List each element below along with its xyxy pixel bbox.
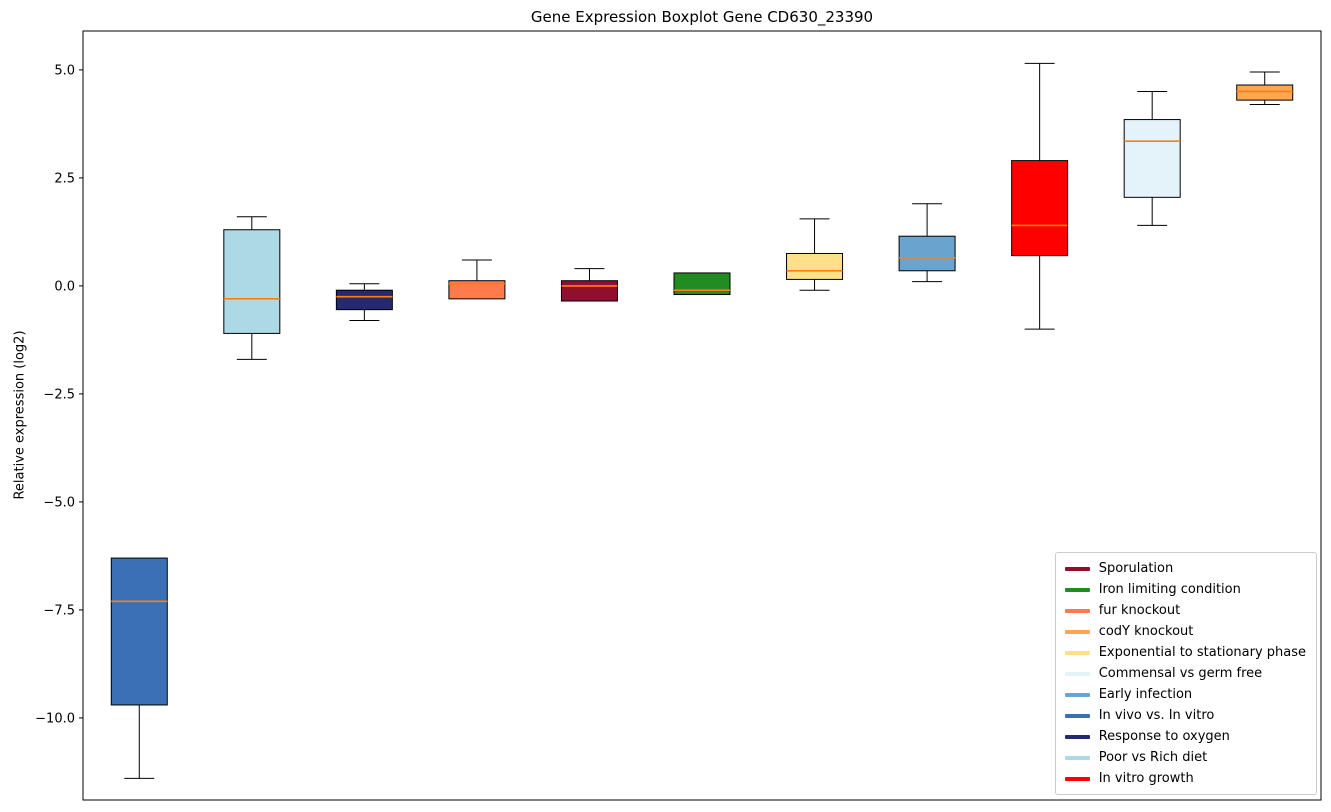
legend-label: Response to oxygen (1098, 729, 1230, 744)
box-rect (786, 252, 844, 280)
boxplot-box (1011, 62, 1069, 330)
legend-swatch (1064, 734, 1090, 739)
boxplot-box (223, 216, 281, 360)
box-rect (673, 272, 731, 296)
legend-label: Iron limiting condition (1098, 582, 1241, 597)
box-rect (335, 289, 393, 311)
box-rect (448, 280, 506, 300)
y-tick-label: 0.0 (54, 279, 75, 294)
boxplot-box (1236, 71, 1294, 105)
y-tick-label: 5.0 (54, 63, 75, 78)
legend-swatch (1064, 713, 1090, 718)
box-rect (1236, 84, 1294, 101)
legend-item: In vitro growth (1064, 770, 1306, 787)
legend-label: Poor vs Rich diet (1098, 750, 1208, 765)
legend-label: codY knockout (1098, 624, 1194, 639)
legend-item: Early infection (1064, 686, 1306, 703)
legend-swatch (1064, 692, 1090, 697)
legend-swatch (1064, 629, 1090, 634)
boxplot-box (448, 259, 506, 300)
boxplot-box (898, 203, 956, 283)
boxplot-box (335, 283, 393, 321)
chart-title: Gene Expression Boxplot Gene CD630_23390 (530, 8, 874, 26)
boxplot-box (110, 557, 168, 779)
legend-label: Commensal vs germ free (1098, 666, 1263, 681)
y-tick-label: −10.0 (35, 711, 75, 726)
legend: Sporulation Iron limiting condition fur kn… (1054, 552, 1317, 795)
box-rect (223, 229, 281, 334)
legend-swatch (1064, 671, 1090, 676)
plot-frame (82, 30, 1322, 801)
boxplot-box (673, 272, 731, 296)
y-tick-label: −2.5 (43, 387, 75, 402)
boxplot-box (1123, 90, 1181, 226)
box-rect (1011, 160, 1069, 257)
legend-item: Exponential to stationary phase (1064, 644, 1306, 661)
legend-swatch (1064, 755, 1090, 760)
boxplot-box (560, 268, 618, 302)
y-tick-label: −7.5 (43, 603, 75, 618)
boxplot-box (786, 218, 844, 291)
legend-label: Exponential to stationary phase (1098, 645, 1306, 660)
legend-swatch (1064, 608, 1090, 613)
legend-item: In vivo vs. In vitro (1064, 707, 1306, 724)
legend-item: codY knockout (1064, 623, 1306, 640)
legend-item: Commensal vs germ free (1064, 665, 1306, 682)
legend-label: In vitro growth (1098, 771, 1194, 786)
legend-item: fur knockout (1064, 602, 1306, 619)
legend-swatch (1064, 587, 1090, 592)
legend-item: Poor vs Rich diet (1064, 749, 1306, 766)
legend-swatch (1064, 650, 1090, 655)
legend-item: Sporulation (1064, 560, 1306, 577)
box-rect (110, 557, 168, 706)
legend-label: fur knockout (1098, 603, 1181, 618)
legend-label: Early infection (1098, 687, 1193, 702)
legend-label: In vivo vs. In vitro (1098, 708, 1215, 723)
box-rect (560, 280, 618, 302)
legend-swatch (1064, 566, 1090, 571)
y-tick-label: 2.5 (54, 171, 75, 186)
box-rect (898, 235, 956, 272)
y-tick-label: −5.0 (43, 495, 75, 510)
legend-label: Sporulation (1098, 561, 1174, 576)
legend-swatch (1064, 776, 1090, 781)
legend-item: Iron limiting condition (1064, 581, 1306, 598)
legend-item: Response to oxygen (1064, 728, 1306, 745)
box-rect (1123, 119, 1181, 198)
